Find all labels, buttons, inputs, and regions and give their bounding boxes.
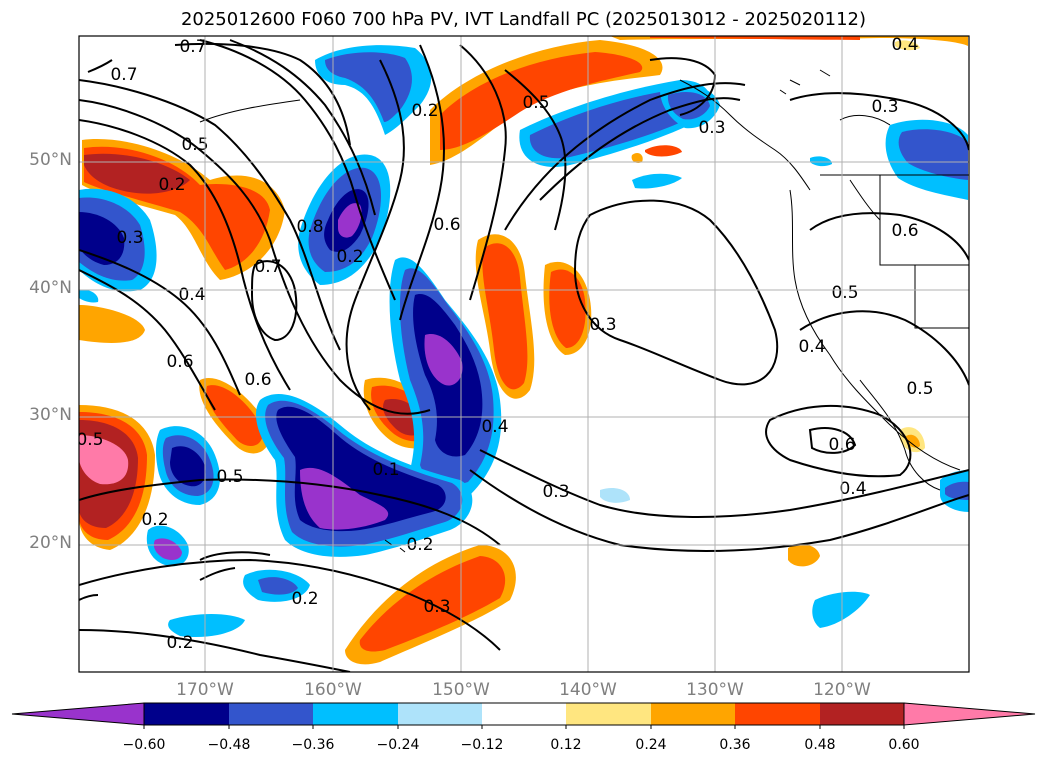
contour-label: 0.4 [798, 337, 825, 357]
colorbar-tick-label: 0.36 [719, 737, 751, 753]
contour-label: 0.5 [181, 135, 208, 155]
contour-label: 0.2 [336, 247, 363, 267]
contour-label: 0.5 [76, 430, 103, 450]
colorbar-low-extension [11, 702, 145, 726]
colorbar-tick-label: −0.36 [291, 737, 335, 753]
colorbar-tick-label: −0.48 [207, 737, 251, 753]
contour-label: 0.6 [433, 215, 460, 235]
map-area: 0.7 0.7 0.5 0.2 0.3 0.4 0.6 0.8 0.2 0.2 … [76, 35, 969, 672]
contour-label: 0.4 [891, 35, 918, 55]
lon-label: 170°W [176, 680, 234, 700]
colorbar-tick-label: −0.12 [460, 737, 504, 753]
contour-label: 0.1 [372, 460, 399, 480]
colorbar-tick-label: −0.24 [376, 737, 420, 753]
contour-label: 0.4 [178, 285, 205, 305]
contour-label: 0.2 [291, 589, 318, 609]
colorbar-tick-label: 0.48 [804, 737, 836, 753]
lat-label: 20°N [29, 533, 72, 553]
lat-label: 40°N [29, 278, 72, 298]
gridlines [79, 36, 969, 672]
contour-label: 0.7 [179, 37, 206, 57]
lat-label: 30°N [29, 405, 72, 425]
colorbar-tick-label: 0.12 [550, 737, 582, 753]
contour-label: 0.3 [698, 118, 725, 138]
lat-label: 50°N [29, 150, 72, 170]
contour-label: 0.5 [522, 93, 549, 113]
map-frame [78, 35, 970, 673]
contour-label: 0.3 [589, 315, 616, 335]
colorbar-tick-label: 0.24 [635, 737, 667, 753]
contour-label: 0.2 [166, 633, 193, 653]
contour-label: 0.5 [906, 379, 933, 399]
contour-lines [79, 39, 969, 672]
colorbar-tick-label: −0.60 [122, 737, 166, 753]
contour-label: 0.7 [254, 257, 281, 277]
contour-label: 0.3 [116, 228, 143, 248]
colorbar [11, 702, 1036, 729]
lon-label: 130°W [686, 680, 744, 700]
contour-label: 0.3 [542, 482, 569, 502]
contour-label: 0.2 [411, 101, 438, 121]
coastlines [199, 69, 969, 553]
contour-label: 0.8 [296, 217, 323, 237]
contour-label: 0.6 [244, 370, 271, 390]
lon-label: 140°W [559, 680, 617, 700]
contour-label: 0.2 [141, 510, 168, 530]
contour-label: 0.7 [110, 65, 137, 85]
contour-label: 0.6 [891, 221, 918, 241]
contour-label: 0.6 [166, 352, 193, 372]
colorbar-tick-label: 0.60 [888, 737, 920, 753]
contour-label: 0.5 [831, 283, 858, 303]
contour-label: 0.4 [481, 417, 508, 437]
contour-label: 0.4 [839, 479, 866, 499]
contour-label: 0.5 [216, 467, 243, 487]
colorbar-high-extension [903, 702, 1036, 726]
map-title: 2025012600 F060 700 hPa PV, IVT Landfall… [180, 9, 867, 30]
lon-label: 120°W [813, 680, 871, 700]
lon-label: 160°W [304, 680, 362, 700]
contour-label: 0.3 [423, 597, 450, 617]
lon-label: 150°W [432, 680, 490, 700]
contour-label: 0.2 [158, 175, 185, 195]
contour-label: 0.3 [871, 97, 898, 117]
contour-labels: 0.7 0.7 0.5 0.2 0.3 0.4 0.6 0.8 0.2 0.2 … [76, 35, 934, 653]
